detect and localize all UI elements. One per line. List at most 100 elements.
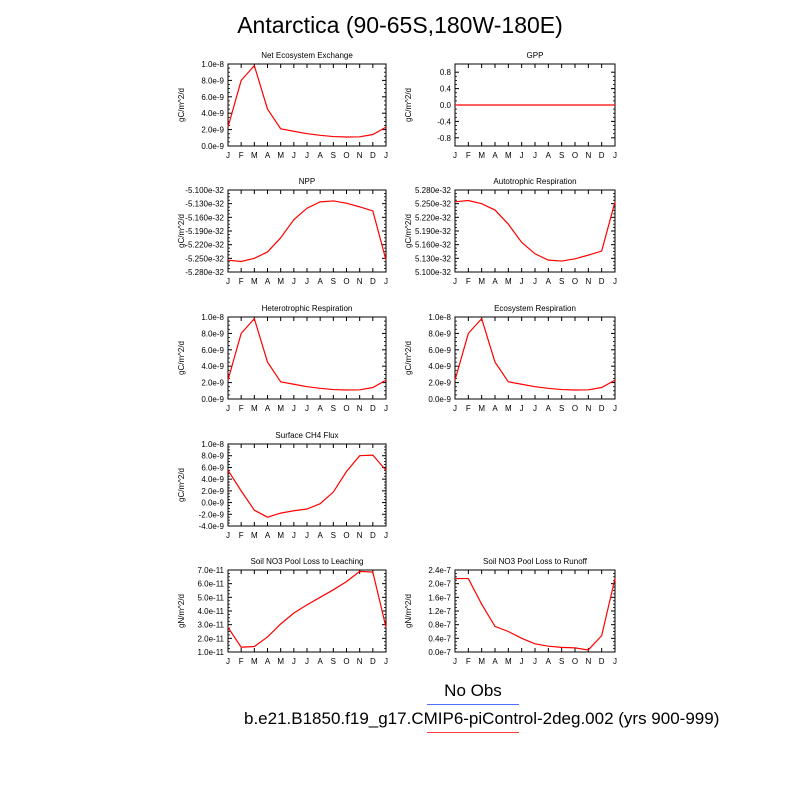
x-tick-label: N (585, 657, 591, 666)
x-tick-label: N (357, 404, 363, 413)
x-tick-label: N (585, 151, 591, 160)
y-tick-label: 4.0e-9 (428, 362, 451, 371)
x-tick-label: N (357, 277, 363, 286)
x-tick-label: D (370, 277, 376, 286)
x-tick-label: J (453, 151, 457, 160)
plot-frame (454, 189, 616, 273)
x-tick-label: J (226, 404, 230, 413)
panel-title: Net Ecosystem Exchange (261, 51, 353, 60)
y-tick-label: 8.0e-9 (201, 329, 224, 338)
x-tick-label: J (520, 657, 524, 666)
x-tick-label: J (520, 277, 524, 286)
x-tick-label: S (559, 657, 564, 666)
x-tick-label: A (492, 657, 498, 666)
plot-frame (227, 443, 387, 527)
y-tick-label: 7.0e-11 (197, 566, 224, 575)
x-tick-label: S (559, 277, 564, 286)
panel-title: Soil NO3 Pool Loss to Leaching (251, 557, 364, 566)
x-tick-label: J (292, 404, 296, 413)
series-line (227, 454, 387, 518)
plot-frame (227, 189, 387, 273)
y-tick-label: 0.4e-7 (428, 634, 451, 643)
y-tick-label: 5.0e-11 (197, 593, 224, 602)
plot-frame (454, 569, 616, 653)
y-tick-label: 2.0e-9 (201, 487, 224, 496)
x-tick-label: J (384, 531, 388, 540)
x-tick-label: O (572, 657, 578, 666)
y-tick-label: 0.0e-9 (201, 395, 224, 404)
y-axis-label: gC/m^2/d (177, 88, 186, 122)
x-tick-label: M (251, 151, 258, 160)
x-tick-label: J (453, 404, 457, 413)
y-axis-label: gC/m^2/d (404, 341, 413, 375)
x-tick-label: D (370, 404, 376, 413)
series-line (455, 577, 616, 651)
x-tick-label: O (572, 404, 578, 413)
x-tick-label: D (370, 151, 376, 160)
y-tick-label: 2.0e-9 (428, 379, 451, 388)
y-tick-label: 1.0e-8 (201, 440, 224, 449)
plot-frame (227, 569, 387, 653)
x-tick-label: A (492, 151, 498, 160)
y-tick-label: 3.0e-11 (197, 621, 224, 630)
x-tick-label: A (492, 404, 498, 413)
x-tick-label: N (357, 657, 363, 666)
panel-title: GPP (527, 51, 544, 60)
x-tick-label: J (226, 657, 230, 666)
x-tick-label: D (599, 404, 605, 413)
x-tick-label: D (370, 657, 376, 666)
y-tick-label: 8.0e-9 (428, 329, 451, 338)
y-tick-label: -0.4 (437, 117, 451, 126)
x-tick-label: S (331, 657, 336, 666)
legend-model-line (427, 732, 519, 733)
x-tick-label: M (251, 657, 258, 666)
x-tick-label: J (305, 404, 309, 413)
y-tick-label: -5.220e-32 (185, 241, 224, 250)
y-axis-label: gC/m^2/d (404, 88, 413, 122)
x-tick-label: F (239, 404, 244, 413)
x-tick-label: J (613, 404, 617, 413)
x-tick-label: N (357, 531, 363, 540)
y-tick-label: 5.130e-32 (415, 254, 452, 263)
x-tick-label: J (226, 277, 230, 286)
x-tick-label: J (613, 277, 617, 286)
y-axis-label: gC/m^2/d (177, 468, 186, 502)
x-tick-label: J (292, 531, 296, 540)
x-tick-label: J (384, 277, 388, 286)
x-tick-label: O (572, 277, 578, 286)
series-line (454, 317, 616, 391)
x-tick-label: M (277, 404, 284, 413)
x-tick-label: O (343, 277, 349, 286)
x-tick-label: M (505, 404, 512, 413)
y-axis-label: gC/m^2/d (404, 214, 413, 248)
x-tick-label: F (239, 277, 244, 286)
x-tick-label: O (343, 404, 349, 413)
y-tick-label: 0.0e-7 (428, 648, 451, 657)
panel-title: Autotrophic Respiration (493, 177, 576, 186)
x-tick-label: O (343, 531, 349, 540)
y-tick-label: 0.0e-9 (428, 395, 451, 404)
x-tick-label: A (317, 531, 323, 540)
y-tick-label: 1.0e-8 (201, 60, 224, 69)
x-tick-label: N (585, 277, 591, 286)
y-tick-label: -5.130e-32 (185, 200, 224, 209)
x-tick-label: F (239, 531, 244, 540)
y-tick-label: 4.0e-9 (201, 109, 224, 118)
x-tick-label: M (251, 277, 258, 286)
x-tick-label: M (505, 277, 512, 286)
x-tick-label: M (478, 404, 485, 413)
x-tick-label: M (251, 531, 258, 540)
x-tick-label: M (478, 657, 485, 666)
y-tick-label: 2.0e-9 (201, 379, 224, 388)
y-tick-label: 6.0e-9 (201, 93, 224, 102)
y-tick-label: 5.160e-32 (415, 241, 452, 250)
x-tick-label: D (599, 151, 605, 160)
y-tick-label: -5.280e-32 (185, 268, 224, 277)
y-axis-label: gC/m^2/d (177, 214, 186, 248)
x-tick-label: S (331, 531, 336, 540)
y-tick-label: 0.0 (440, 101, 452, 110)
x-tick-label: J (520, 404, 524, 413)
x-tick-label: F (466, 277, 471, 286)
x-tick-label: S (331, 151, 336, 160)
